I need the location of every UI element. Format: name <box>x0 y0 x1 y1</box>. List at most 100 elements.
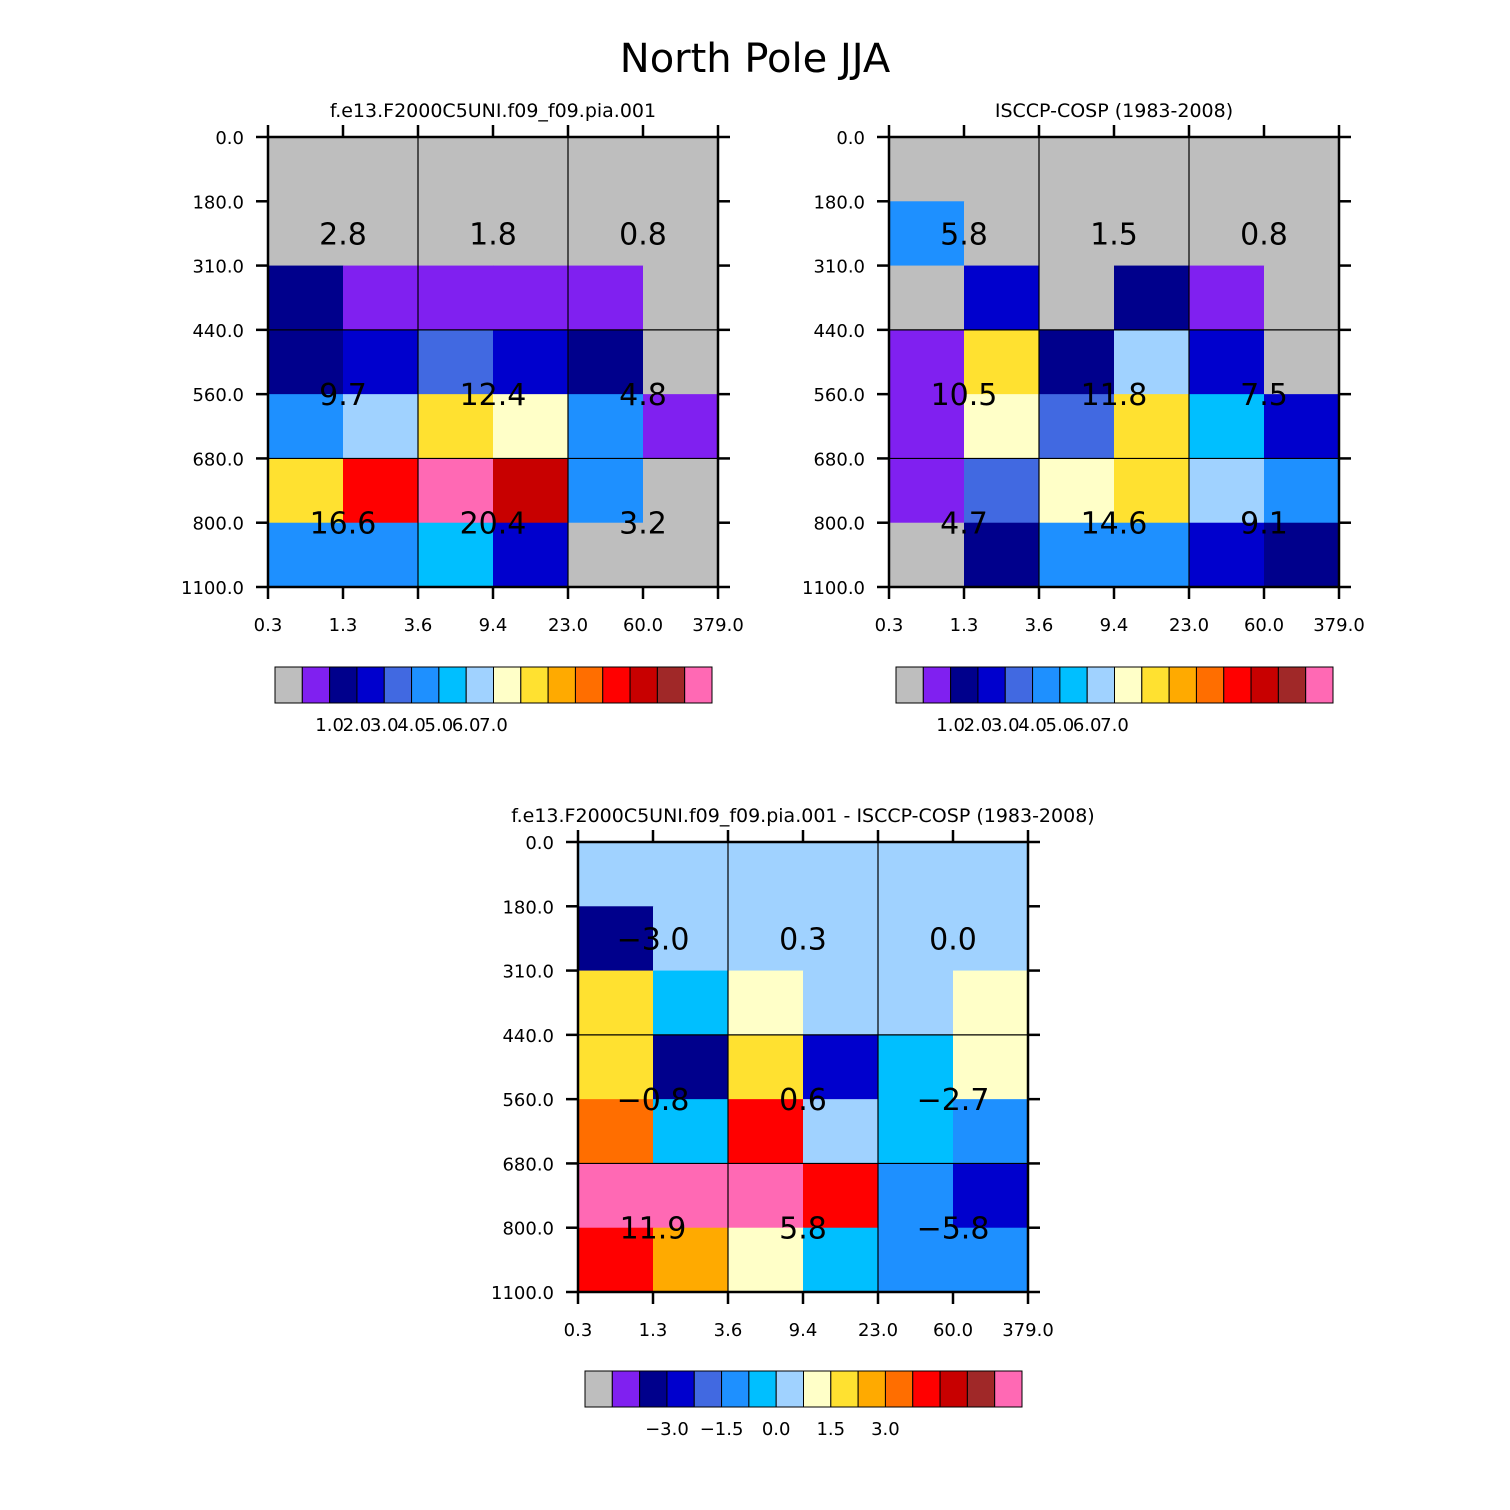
colorbar-swatch <box>912 1370 941 1408</box>
heatmap-cell <box>1264 265 1340 331</box>
colorbar-swatch <box>748 1370 777 1408</box>
cell-summary-label: 0.6 <box>779 1083 827 1118</box>
y-tick-label: 1100.0 <box>491 1283 554 1304</box>
colorbar-swatch <box>1114 666 1143 704</box>
y-tick-label: 310.0 <box>192 257 244 278</box>
heatmap-cell <box>1114 458 1190 524</box>
x-tick-label: 23.0 <box>1169 615 1209 636</box>
heatmap-cell <box>889 394 965 460</box>
heatmap-cell <box>964 458 1040 524</box>
heatmap-cell <box>493 201 569 267</box>
cell-summary-label: 0.3 <box>779 922 827 957</box>
heatmap-cell <box>653 1099 729 1165</box>
cell-summary-label: 0.0 <box>929 922 977 957</box>
heatmap-cell <box>1189 137 1265 202</box>
colorbar-swatch <box>1195 666 1225 704</box>
heatmap-cell <box>1039 522 1115 588</box>
heatmap-cell <box>1189 329 1265 395</box>
heatmap-cell <box>578 842 654 907</box>
heatmap-cell <box>268 522 344 588</box>
heatmap-cell <box>343 458 419 524</box>
heatmap-cell <box>493 265 569 331</box>
cell-summary-label: 0.8 <box>1240 217 1288 252</box>
cell-summary-label: 3.2 <box>619 507 667 542</box>
colorbar-swatch <box>602 666 631 704</box>
heatmap-cell <box>728 1034 804 1100</box>
heatmap-cell <box>1114 329 1190 395</box>
heatmap-cell <box>578 970 654 1036</box>
heatmap-cell <box>268 137 344 202</box>
heatmap-cell <box>889 458 965 524</box>
heatmap-cell <box>643 522 719 588</box>
heatmap-cell <box>878 1163 954 1229</box>
x-tick-label: 23.0 <box>548 615 588 636</box>
heatmap-cell <box>643 265 719 331</box>
cell-summary-label: 1.8 <box>469 217 517 252</box>
heatmap-cell <box>878 906 954 972</box>
heatmap-cell <box>803 1227 879 1293</box>
heatmap-cell <box>889 329 965 395</box>
colorbar-label: 0.0 <box>762 1419 791 1440</box>
x-tick-label: 60.0 <box>1244 615 1284 636</box>
colorbar-swatch <box>939 1370 968 1408</box>
heatmap-cell <box>953 1227 1029 1293</box>
heatmap-cell <box>1264 201 1340 267</box>
x-tick-label: 3.6 <box>714 1320 743 1341</box>
x-tick-label: 9.4 <box>479 615 508 636</box>
heatmap-cell <box>1114 201 1190 267</box>
heatmap-cell <box>1189 265 1265 331</box>
heatmap-cell <box>728 1099 804 1165</box>
heatmap-cell <box>643 329 719 395</box>
colorbar-swatch <box>830 1370 859 1408</box>
colorbar-swatch <box>1277 666 1307 704</box>
colorbar-label: 3.0 <box>871 1419 900 1440</box>
heatmap-cell <box>418 522 494 588</box>
cell-summary-label: 4.8 <box>619 378 667 413</box>
heatmap-cell <box>418 265 494 331</box>
colorbar-swatch <box>966 1370 996 1408</box>
cell-summary-label: 20.4 <box>460 507 527 542</box>
cell-summary-label: 7.5 <box>1240 378 1288 413</box>
colorbar-swatch <box>994 1370 1023 1408</box>
x-tick-label: 0.3 <box>875 615 904 636</box>
colorbar-label: 6.0 <box>1073 715 1102 736</box>
heatmap-cell <box>1264 458 1340 524</box>
colorbar-swatch <box>438 666 467 704</box>
colorbar-swatch <box>977 666 1006 704</box>
y-tick-label: 680.0 <box>502 1154 554 1175</box>
heatmap-cell <box>578 906 654 972</box>
heatmap-cell <box>953 842 1029 907</box>
colorbar-label: 1.0 <box>315 715 344 736</box>
colorbar-swatch <box>884 1370 914 1408</box>
heatmap-cell <box>343 265 419 331</box>
cell-summary-label: 0.8 <box>619 217 667 252</box>
heatmap-cell <box>653 1227 729 1293</box>
y-tick-label: 560.0 <box>502 1090 554 1111</box>
y-tick-label: 800.0 <box>192 514 244 535</box>
heatmap-cell <box>568 394 644 460</box>
heatmap-cell <box>728 906 804 972</box>
cell-summary-label: 11.9 <box>620 1212 687 1247</box>
heatmap-cell <box>803 1163 879 1229</box>
colorbar-swatch <box>684 666 713 704</box>
colorbar-label: 1.5 <box>816 1419 845 1440</box>
y-tick-label: 0.0 <box>525 833 554 854</box>
colorbar-swatch <box>383 666 413 704</box>
y-tick-label: 440.0 <box>502 1026 554 1047</box>
cell-summary-label: 11.8 <box>1081 378 1148 413</box>
heatmap-cell <box>493 394 569 460</box>
colorbar-swatch <box>574 666 604 704</box>
heatmap-cell <box>728 970 804 1036</box>
colorbar-swatch <box>547 666 576 704</box>
colorbar-label: 5.0 <box>425 715 454 736</box>
heatmap-cell <box>878 1227 954 1293</box>
colorbar-swatch <box>520 666 549 704</box>
heatmap-cell <box>964 265 1040 331</box>
y-tick-label: 440.0 <box>192 321 244 342</box>
heatmap-cell <box>1114 265 1190 331</box>
heatmap-cell <box>1114 137 1190 202</box>
colorbar-swatch <box>1059 666 1088 704</box>
y-tick-label: 180.0 <box>813 192 865 213</box>
y-tick-label: 560.0 <box>813 385 865 406</box>
colorbar-swatch <box>656 666 686 704</box>
